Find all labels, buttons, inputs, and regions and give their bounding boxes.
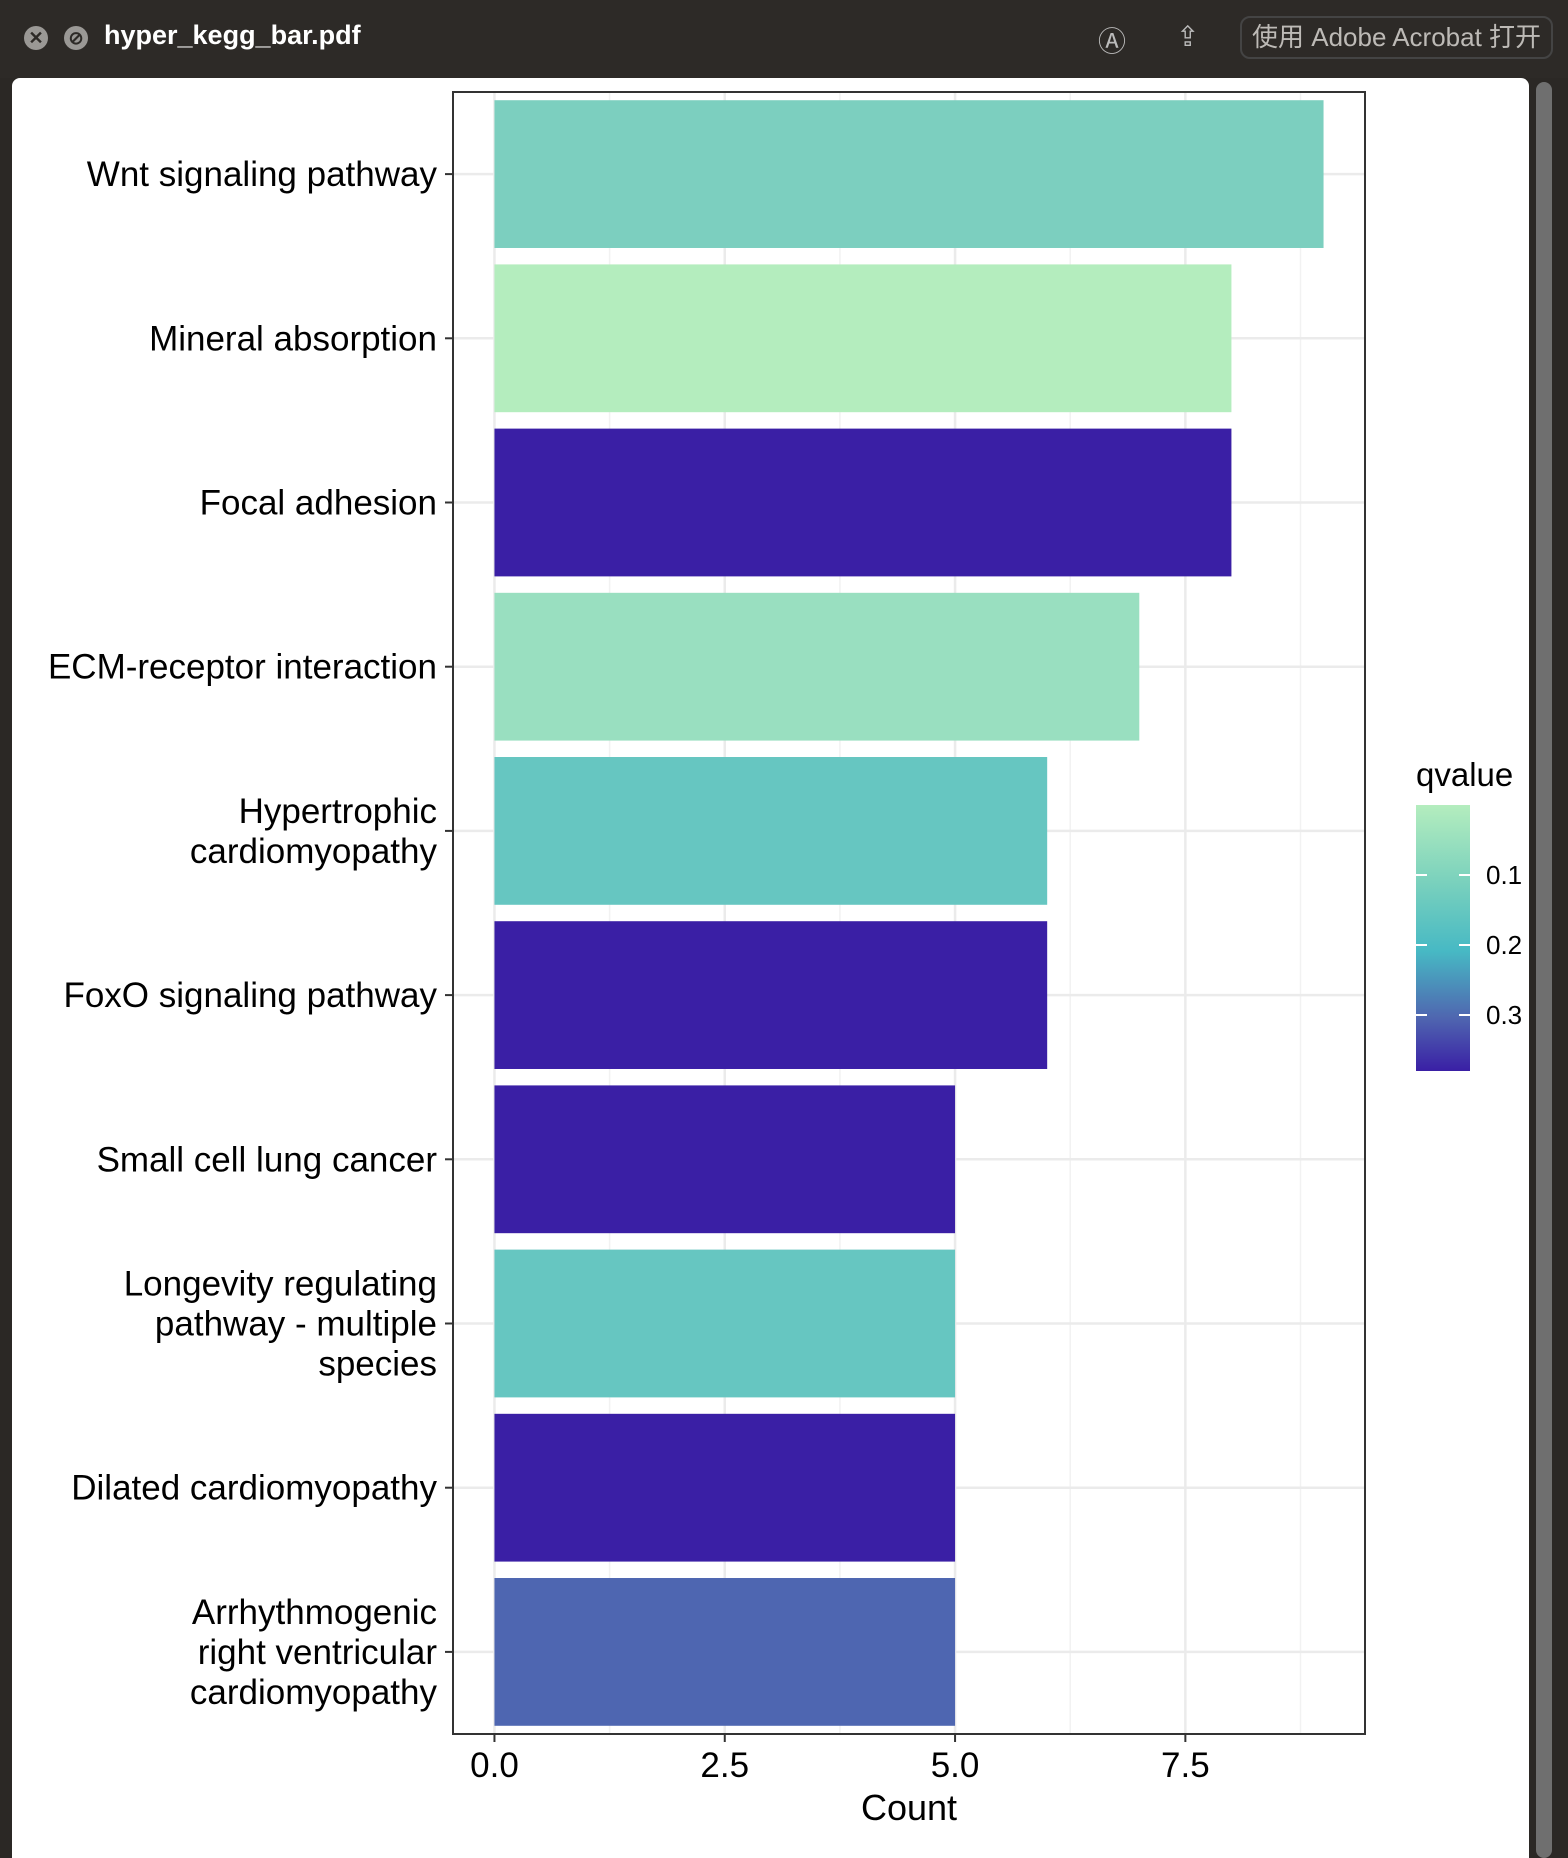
x-tick-label: 0.0 [470, 1746, 519, 1785]
y-tick-label: Wnt signaling pathway [87, 155, 438, 194]
y-tick-label: pathway - multiple [155, 1305, 437, 1344]
bar-0 [494, 100, 1324, 248]
y-tick-label: Dilated cardiomyopathy [71, 1469, 437, 1508]
legend-tick-label: 0.1 [1486, 860, 1522, 890]
window-title: hyper_kegg_bar.pdf [104, 20, 361, 50]
bar-8 [494, 1413, 956, 1562]
hide-icon[interactable]: ⊘ [64, 26, 88, 50]
y-tick-label: Longevity regulating [124, 1265, 437, 1304]
colorbar [1416, 805, 1470, 1071]
y-tick-label: ECM-receptor interaction [48, 648, 437, 687]
x-tick-label: 7.5 [1161, 1746, 1210, 1785]
bar-7 [494, 1249, 956, 1398]
legend-title: qvalue [1416, 756, 1513, 793]
x-tick-label: 2.5 [700, 1746, 749, 1785]
bar-3 [494, 592, 1140, 741]
y-tick-label: Arrhythmogenic [192, 1593, 437, 1632]
bar-9 [494, 1578, 956, 1726]
y-tick-label: Hypertrophic [239, 792, 437, 831]
x-axis-title: Count [861, 1787, 957, 1828]
bar-6 [494, 1085, 956, 1234]
markup-icon[interactable]: Ⓐ [1098, 26, 1127, 57]
y-tick-label: Small cell lung cancer [97, 1140, 438, 1179]
title-bar: ✕ ⊘ hyper_kegg_bar.pdf Ⓐ ⇪ 使用 Adobe Acro… [0, 0, 1568, 78]
scrollbar[interactable] [1536, 82, 1552, 1858]
y-tick-label: cardiomyopathy [190, 1673, 438, 1712]
y-tick-label: Focal adhesion [200, 484, 437, 523]
x-tick-label: 5.0 [931, 1746, 980, 1785]
bar-1 [494, 264, 1232, 413]
y-tick-label: right ventricular [198, 1633, 438, 1672]
bar-5 [494, 921, 1048, 1069]
y-tick-label: FoxO signaling pathway [63, 976, 437, 1015]
y-tick-label: cardiomyopathy [190, 832, 438, 871]
y-tick-label: Mineral absorption [149, 319, 437, 358]
share-icon[interactable]: ⇪ [1176, 21, 1200, 52]
legend-tick-label: 0.3 [1486, 1000, 1522, 1030]
legend-tick-label: 0.2 [1486, 930, 1522, 960]
open-in-acrobat-button[interactable]: 使用 Adobe Acrobat 打开 [1240, 16, 1554, 59]
close-icon[interactable]: ✕ [24, 26, 48, 50]
bar-4 [494, 757, 1048, 905]
bar-2 [494, 428, 1232, 577]
y-tick-label: species [318, 1345, 437, 1384]
panel-border [452, 91, 1366, 1735]
